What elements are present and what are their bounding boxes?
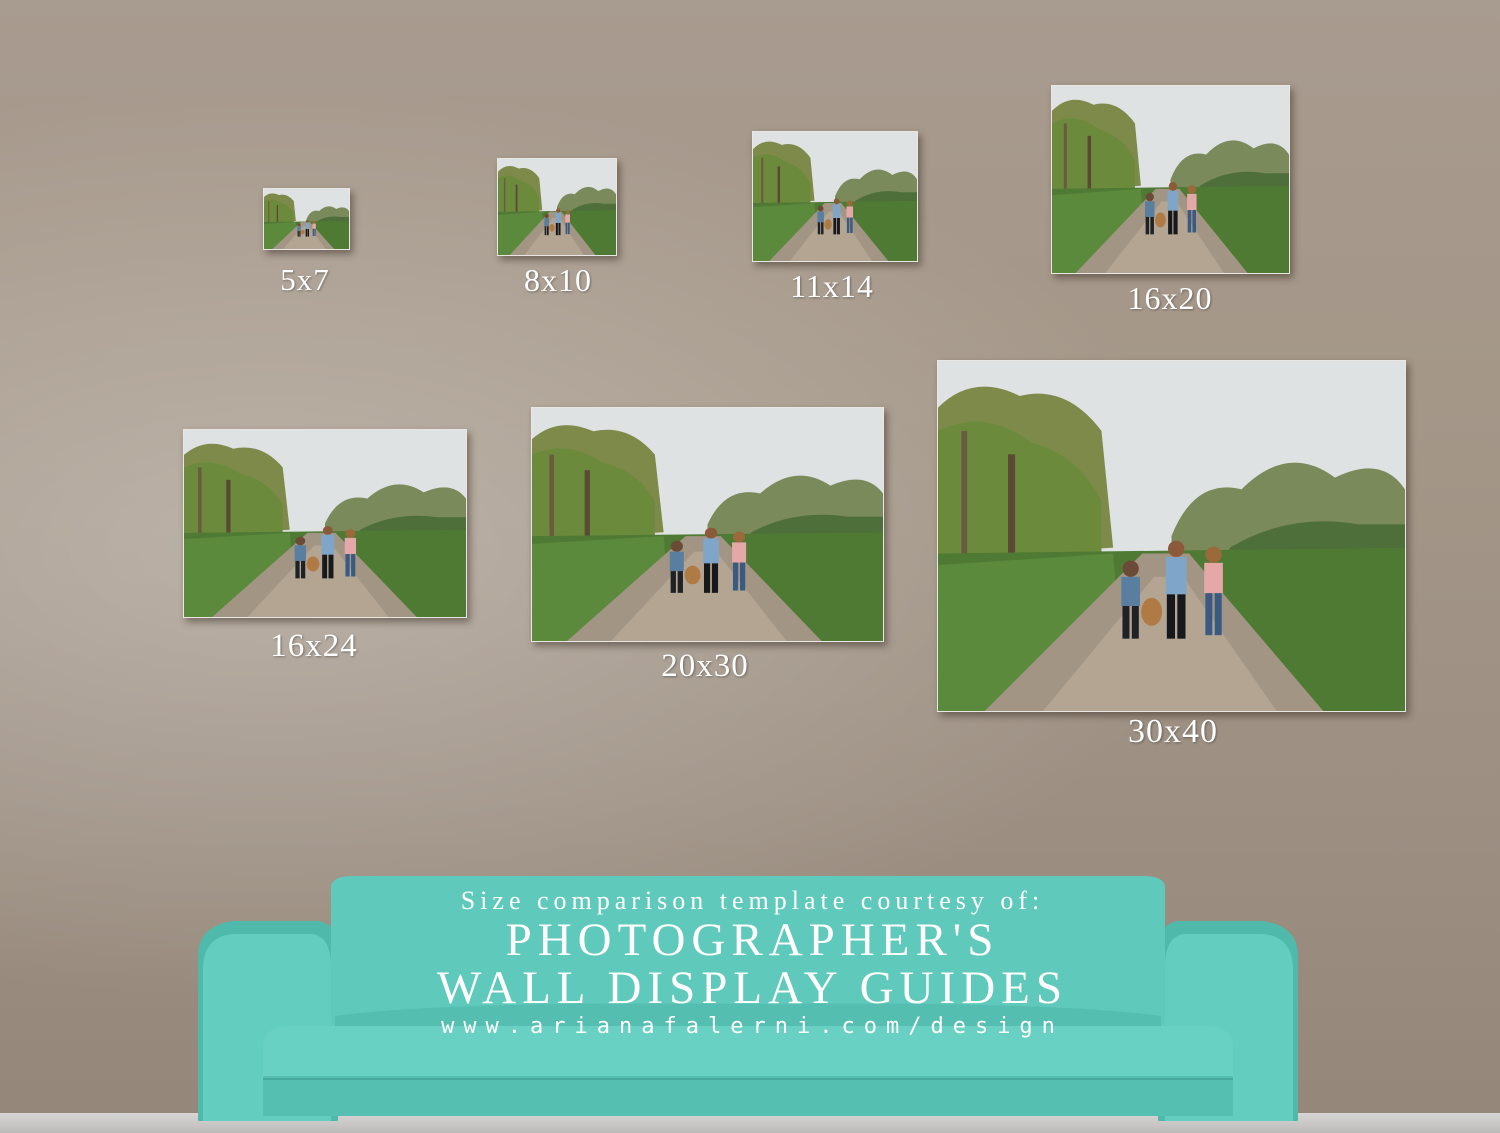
size-label-20x30: 20x30 bbox=[661, 648, 749, 684]
floor bbox=[0, 1113, 1500, 1133]
size-label-11x14: 11x14 bbox=[790, 268, 874, 304]
print-16x24 bbox=[183, 429, 467, 618]
size-label-5x7: 5x7 bbox=[280, 262, 330, 297]
family-photo bbox=[753, 132, 917, 261]
size-label-16x20: 16x20 bbox=[1127, 280, 1213, 316]
print-20x30 bbox=[531, 407, 884, 642]
sofa bbox=[198, 876, 1298, 1121]
website-url: www.arianafalerni.com/design bbox=[441, 1014, 1064, 1039]
sofa-credit: Size comparison template courtesy of: PH… bbox=[335, 880, 1170, 1039]
family-photo bbox=[498, 159, 616, 255]
title-line-2: WALL DISPLAY GUIDES bbox=[437, 962, 1068, 1014]
family-photo bbox=[184, 430, 466, 617]
size-label-16x24: 16x24 bbox=[270, 628, 358, 664]
title-line-1: PHOTOGRAPHER'S bbox=[505, 914, 1000, 966]
print-16x20 bbox=[1051, 85, 1290, 274]
print-5x7 bbox=[263, 188, 350, 250]
courtesy-text: Size comparison template courtesy of: bbox=[460, 886, 1045, 915]
size-label-8x10: 8x10 bbox=[524, 262, 592, 298]
family-photo bbox=[938, 361, 1405, 711]
print-30x40 bbox=[937, 360, 1406, 712]
size-label-30x40: 30x40 bbox=[1128, 713, 1218, 750]
print-8x10 bbox=[497, 158, 617, 256]
print-11x14 bbox=[752, 131, 918, 262]
family-photo bbox=[1052, 86, 1289, 273]
family-photo bbox=[264, 189, 349, 249]
family-photo bbox=[532, 408, 883, 641]
